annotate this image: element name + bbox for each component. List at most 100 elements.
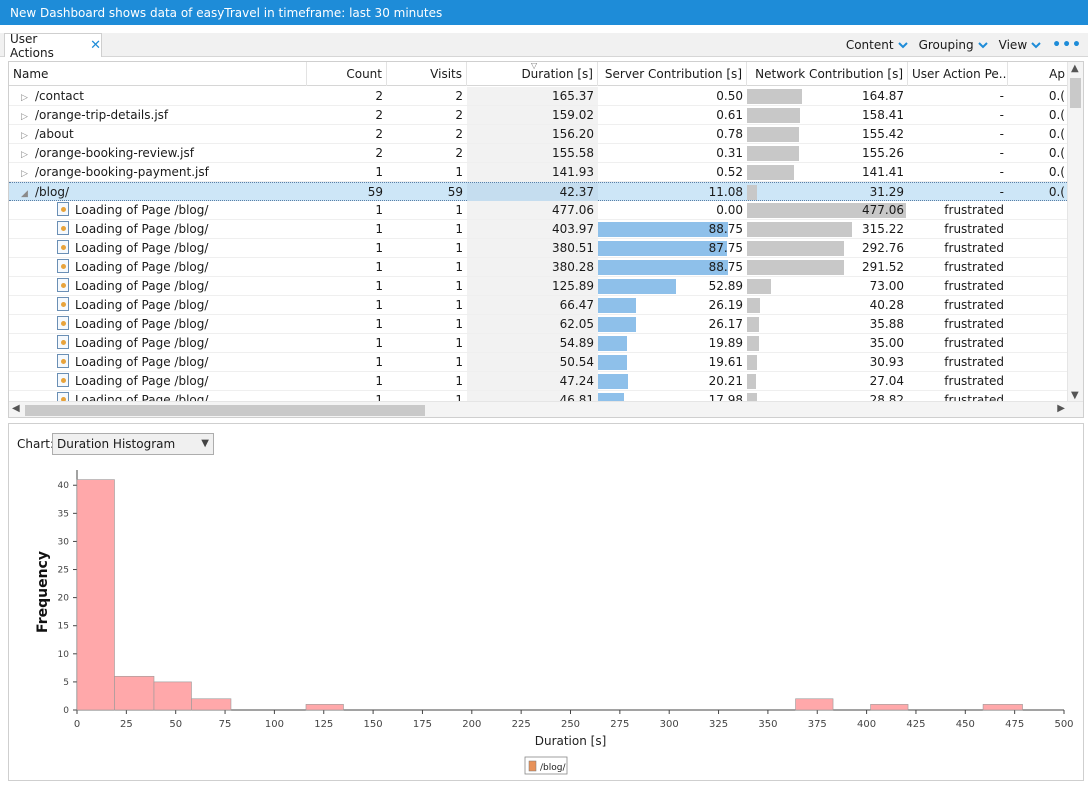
- cell-value: 2: [455, 146, 463, 160]
- x-axis-label: Duration [s]: [535, 734, 607, 748]
- close-icon[interactable]: ✕: [90, 38, 101, 53]
- view-menu[interactable]: View: [999, 38, 1042, 52]
- expand-icon[interactable]: ▷: [21, 169, 28, 179]
- cell-count: 1: [307, 296, 387, 314]
- cell-value: 1: [455, 393, 463, 407]
- cell-network: 40.28: [747, 296, 908, 314]
- cell-value: 88.75: [708, 260, 743, 274]
- chart-type-value: Duration Histogram: [57, 437, 176, 451]
- y-tick-label: 40: [58, 481, 70, 491]
- scroll-left-icon[interactable]: ◀: [12, 403, 20, 414]
- cell-value: 19.61: [708, 355, 743, 369]
- y-tick-label: 15: [58, 622, 69, 632]
- table-row[interactable]: ▷ /orange-booking-payment.jsf 1 1 141.93 0.52…: [9, 163, 1069, 182]
- table-row[interactable]: ◢ /blog/59 59 42.37 11.08 31.29 - 0.(: [9, 182, 1069, 201]
- cell-count: 2: [307, 144, 387, 162]
- grouping-menu[interactable]: Grouping: [919, 38, 989, 52]
- table-row[interactable]: ▷ /orange-trip-details.jsf 2 2 159.02 0.61 158…: [9, 106, 1069, 125]
- vertical-scroll-thumb[interactable]: [1070, 78, 1081, 108]
- child-row[interactable]: Loading of Page /blog/1 1 54.89 19.89 35.00 f…: [9, 334, 1069, 353]
- content-menu[interactable]: Content: [846, 38, 909, 52]
- row-name: /orange-booking-payment.jsf: [35, 165, 209, 179]
- y-tick-label: 0: [63, 706, 69, 716]
- server-contribution-bar: [598, 241, 727, 256]
- cell-value: -: [999, 165, 1004, 179]
- expand-icon[interactable]: ▷: [21, 93, 28, 103]
- chart-type-select[interactable]: Duration Histogram ▼: [52, 433, 214, 455]
- child-row[interactable]: Loading of Page /blog/1 1 477.06 0.00 477.06…: [9, 201, 1069, 220]
- col-name[interactable]: Name: [9, 62, 307, 86]
- cell-value: 31.29: [869, 185, 904, 199]
- col-visits[interactable]: Visits: [387, 62, 467, 86]
- cell-ap: [1008, 258, 1069, 276]
- col-network-contribution[interactable]: Network Contribution [s]: [747, 62, 908, 86]
- col-user-action-perf[interactable]: User Action Pe...: [908, 62, 1008, 86]
- horizontal-scrollbar[interactable]: ◀ ▶: [9, 401, 1083, 417]
- x-tick-label: 75: [219, 719, 232, 730]
- scroll-down-icon[interactable]: ▼: [1071, 390, 1079, 401]
- cell-value: 52.89: [708, 279, 743, 293]
- scroll-up-icon[interactable]: ▲: [1071, 63, 1079, 74]
- vertical-scrollbar[interactable]: ▲ ▼: [1067, 62, 1083, 402]
- table-row[interactable]: ▷ /orange-booking-review.jsf 2 2 155.58 0.31 1…: [9, 144, 1069, 163]
- x-tick-label: 200: [462, 719, 481, 730]
- network-contribution-bar: [747, 127, 799, 142]
- expand-icon[interactable]: ▷: [21, 131, 28, 141]
- row-name: /orange-trip-details.jsf: [35, 108, 169, 122]
- child-row[interactable]: Loading of Page /blog/1 1 50.54 19.61 30.93 f…: [9, 353, 1069, 372]
- child-row[interactable]: Loading of Page /blog/1 1 47.24 20.21 27.04 f…: [9, 372, 1069, 391]
- cell-visits: 1: [387, 239, 467, 257]
- cell-value: 165.37: [552, 89, 594, 103]
- cell-name: Loading of Page /blog/: [9, 258, 307, 276]
- more-options-icon[interactable]: •••: [1052, 37, 1082, 53]
- col-duration[interactable]: Duration [s]: [467, 62, 598, 86]
- page-load-icon: [57, 221, 69, 235]
- cell-value: 88.75: [708, 222, 743, 236]
- cell-ap: [1008, 239, 1069, 257]
- cell-name: ◢ /blog/: [9, 183, 307, 201]
- server-contribution-bar: [598, 298, 636, 313]
- cell-name: Loading of Page /blog/: [9, 296, 307, 314]
- expand-icon[interactable]: ▷: [21, 112, 28, 122]
- child-row[interactable]: Loading of Page /blog/1 1 380.28 88.75 291.5…: [9, 258, 1069, 277]
- table-row[interactable]: ▷ /about 2 2 156.20 0.78 155.42 - 0.(: [9, 125, 1069, 144]
- cell-duration: 54.89: [467, 334, 598, 352]
- cell-count: 2: [307, 87, 387, 105]
- expand-icon[interactable]: ▷: [21, 150, 28, 160]
- scroll-right-icon[interactable]: ▶: [1057, 403, 1065, 414]
- cell-visits: 1: [387, 353, 467, 371]
- col-server-contribution[interactable]: Server Contribution [s]: [598, 62, 747, 86]
- cell-value: 380.51: [552, 241, 594, 255]
- row-name: /about: [35, 127, 74, 141]
- cell-server: 11.08: [598, 183, 747, 201]
- cell-server: 52.89: [598, 277, 747, 295]
- child-row[interactable]: Loading of Page /blog/1 1 125.89 52.89 73.00…: [9, 277, 1069, 296]
- col-apdex[interactable]: Ap: [1049, 67, 1065, 81]
- table-row[interactable]: ▷ /contact 2 2 165.37 0.50 164.87 - 0.(: [9, 87, 1069, 106]
- server-contribution-bar: [598, 336, 627, 351]
- histogram-bar: [870, 704, 909, 711]
- child-row[interactable]: Loading of Page /blog/1 1 403.97 88.75 315.2…: [9, 220, 1069, 239]
- cell-perf: frustrated: [908, 372, 1008, 390]
- col-count[interactable]: Count: [307, 62, 387, 86]
- horizontal-scroll-thumb[interactable]: [25, 405, 425, 416]
- child-row[interactable]: Loading of Page /blog/1 1 380.51 87.75 292.7…: [9, 239, 1069, 258]
- cell-duration: 141.93: [467, 163, 598, 181]
- cell-value: 315.22: [862, 222, 904, 236]
- cell-value: 159.02: [552, 108, 594, 122]
- histogram-bar: [114, 675, 155, 711]
- cell-duration: 165.37: [467, 87, 598, 105]
- cell-network: 31.29: [747, 183, 908, 201]
- cell-name: ▷ /orange-trip-details.jsf: [9, 106, 307, 124]
- cell-value: -: [999, 127, 1004, 141]
- y-tick-label: 25: [58, 566, 69, 576]
- tab-user-actions[interactable]: User Actions ✕: [4, 32, 102, 60]
- collapse-icon[interactable]: ◢: [21, 189, 28, 199]
- child-row[interactable]: Loading of Page /blog/1 1 62.05 26.17 35.88 f…: [9, 315, 1069, 334]
- title-text: New Dashboard shows data of easyTravel i…: [10, 5, 443, 20]
- x-tick-label: 325: [709, 719, 728, 730]
- network-contribution-bar: [747, 336, 759, 351]
- network-contribution-bar: [747, 260, 844, 275]
- child-row[interactable]: Loading of Page /blog/1 1 66.47 26.19 40.28 f…: [9, 296, 1069, 315]
- page-load-icon: [57, 335, 69, 349]
